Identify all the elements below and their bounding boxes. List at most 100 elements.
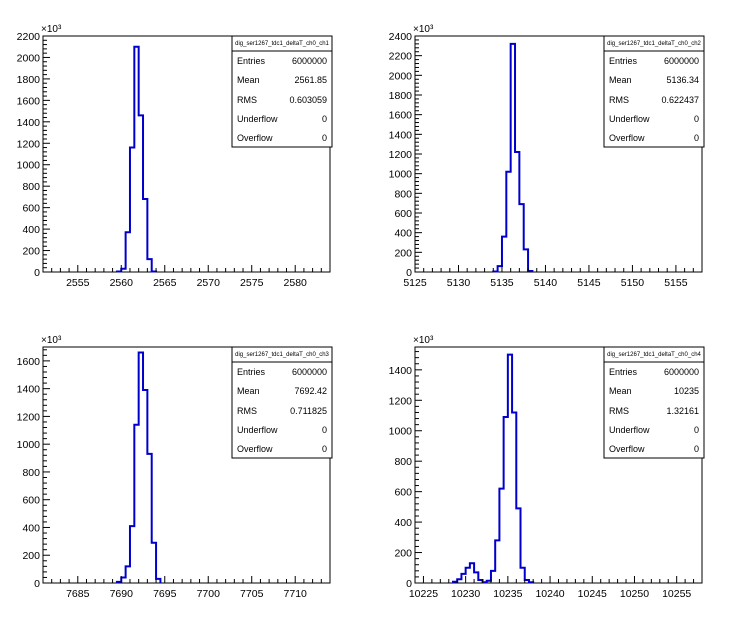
stats-title: dig_ser1267_tdc1_deltaT_ch0_ch2	[607, 41, 701, 47]
stats-value-mean: 2561.85	[294, 75, 327, 85]
histogram-bin	[495, 540, 499, 583]
histogram-bin	[121, 577, 125, 583]
y-tick-label: 400	[394, 517, 412, 529]
x-tick-label: 10255	[662, 588, 691, 600]
stats-box-3: dig_ser1267_tdc1_deltaT_ch0_ch3 Entries …	[232, 347, 332, 458]
y-tick-label: 1400	[389, 365, 413, 377]
histogram-bin	[529, 582, 533, 583]
y-tick-label: 1000	[389, 426, 413, 438]
histogram-bin	[143, 199, 147, 272]
stats-label-overflow: Overflow	[237, 133, 273, 143]
y-tick-label: 200	[22, 246, 40, 258]
x-tick-label: 7690	[110, 588, 134, 600]
stats-value-entries: 6000000	[292, 56, 327, 66]
stats-value-rms: 0.622437	[661, 95, 699, 105]
stats-box-1: dig_ser1267_tdc1_deltaT_ch0_ch1 Entries …	[232, 36, 332, 147]
stats-title: dig_ser1267_tdc1_deltaT_ch0_ch4	[607, 352, 701, 358]
stats-value-mean: 5136.34	[666, 75, 699, 85]
histogram-bin	[498, 266, 502, 272]
histogram-bin	[457, 579, 461, 583]
x-tick-label: 10230	[451, 588, 480, 600]
histogram-bin	[130, 526, 134, 583]
stats-value-overflow: 0	[322, 133, 327, 143]
stats-label-rms: RMS	[237, 95, 257, 105]
stats-label-entries: Entries	[609, 56, 638, 66]
stats-label-underflow: Underflow	[237, 114, 278, 124]
histogram-bin	[515, 152, 519, 272]
y-tick-label: 600	[22, 203, 40, 215]
x-tick-label: 7700	[197, 588, 221, 600]
histogram-bin	[147, 259, 151, 272]
stats-box-4: dig_ser1267_tdc1_deltaT_ch0_ch4 Entries …	[604, 347, 704, 458]
y-multiplier: ×10³	[413, 24, 434, 35]
histogram-bin	[524, 249, 528, 272]
histogram-bin	[117, 582, 121, 583]
y-tick-label: 1200	[17, 411, 41, 423]
y-tick-label: 200	[394, 247, 412, 259]
histogram-bin	[474, 572, 478, 583]
stats-label-underflow: Underflow	[609, 114, 650, 124]
y-tick-label: 0	[34, 267, 40, 279]
y-tick-label: 400	[394, 228, 412, 240]
y-tick-label: 1600	[17, 95, 41, 107]
y-tick-label: 200	[22, 550, 40, 562]
y-tick-label: 0	[406, 267, 412, 279]
histogram-bin	[502, 237, 506, 272]
y-tick-label: 1800	[389, 90, 413, 102]
histogram-bin	[525, 580, 529, 583]
y-tick-label: 1200	[389, 149, 413, 161]
histogram-bin	[156, 579, 160, 583]
x-tick-label: 5135	[490, 277, 514, 289]
stats-label-rms: RMS	[237, 406, 257, 416]
histogram-bin	[516, 508, 520, 583]
stats-label-mean: Mean	[237, 386, 260, 396]
stats-value-rms: 1.32161	[666, 406, 699, 416]
x-tick-label: 10240	[535, 588, 564, 600]
y-tick-label: 2400	[389, 31, 413, 43]
stats-label-rms: RMS	[609, 406, 629, 416]
y-multiplier: ×10³	[41, 335, 62, 346]
stats-box-frame	[604, 347, 704, 458]
y-tick-label: 800	[22, 181, 40, 193]
stats-box-frame	[232, 36, 332, 147]
histogram-bin	[511, 44, 515, 272]
histogram-bin	[461, 574, 465, 583]
stats-value-underflow: 0	[694, 114, 699, 124]
y-multiplier: ×10³	[41, 24, 62, 35]
histogram-bin	[134, 425, 138, 583]
stats-label-underflow: Underflow	[237, 425, 278, 435]
y-tick-label: 2000	[17, 52, 41, 64]
y-tick-label: 400	[22, 224, 40, 236]
y-tick-label: 2000	[389, 70, 413, 82]
stats-label-rms: RMS	[609, 95, 629, 105]
y-tick-label: 2200	[389, 51, 413, 63]
y-tick-label: 800	[22, 467, 40, 479]
histogram-bin	[512, 412, 516, 583]
stats-label-overflow: Overflow	[237, 444, 273, 454]
x-tick-label: 2555	[66, 277, 90, 289]
stats-value-mean: 7692.42	[294, 386, 327, 396]
stats-label-overflow: Overflow	[609, 444, 645, 454]
stats-title: dig_ser1267_tdc1_deltaT_ch0_ch3	[235, 352, 329, 358]
stats-label-mean: Mean	[237, 75, 260, 85]
y-tick-label: 1400	[17, 384, 41, 396]
histogram-bin	[491, 571, 495, 583]
x-tick-label: 10235	[493, 588, 522, 600]
y-tick-label: 1400	[17, 117, 41, 129]
stats-value-rms: 0.603059	[289, 95, 327, 105]
y-tick-label: 1000	[389, 169, 413, 181]
x-tick-label: 7705	[240, 588, 264, 600]
histogram-bin	[470, 563, 474, 583]
stats-label-underflow: Underflow	[609, 425, 650, 435]
stats-box-frame	[232, 347, 332, 458]
stats-value-underflow: 0	[322, 425, 327, 435]
y-tick-label: 1200	[389, 395, 413, 407]
histogram-bin	[499, 489, 503, 583]
histogram-bin	[117, 271, 121, 272]
histogram-bin	[466, 568, 470, 583]
histogram-bin	[519, 204, 523, 272]
stats-value-underflow: 0	[322, 114, 327, 124]
histogram-bin	[521, 568, 525, 583]
y-tick-label: 1400	[389, 129, 413, 141]
